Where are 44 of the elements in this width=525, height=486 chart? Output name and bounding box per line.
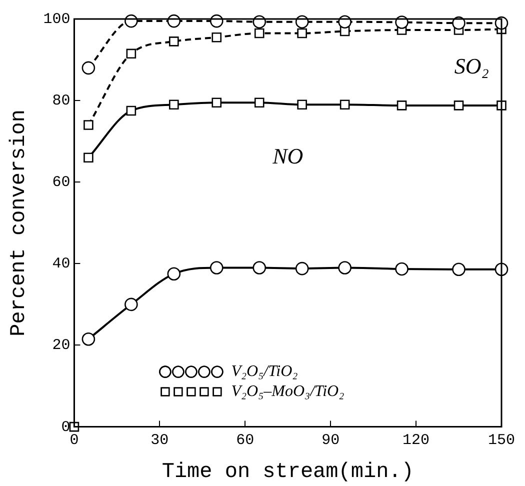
point: [396, 100, 407, 110]
x-axis-title: Time on stream(min.): [162, 460, 414, 484]
point: [169, 100, 179, 110]
point: [254, 28, 264, 38]
annotation: SO₂: [454, 54, 490, 79]
point: [338, 261, 352, 274]
point: [212, 32, 222, 42]
point: [496, 100, 506, 110]
point: [212, 98, 222, 108]
point: [84, 152, 94, 163]
x-tick-label: 150: [488, 432, 516, 449]
x-tick-label: 30: [150, 432, 169, 449]
x-tick-label: 120: [402, 432, 430, 449]
point: [84, 120, 94, 130]
point: [295, 262, 309, 276]
point: [82, 332, 96, 346]
point: [254, 98, 264, 108]
y-tick-label: 60: [52, 174, 70, 192]
y-tick-label: 40: [52, 256, 70, 273]
annotation: NO: [272, 143, 304, 168]
point: [82, 61, 96, 75]
point: [297, 28, 307, 38]
y-tick-label: 20: [52, 337, 70, 354]
point: [126, 48, 136, 59]
point: [252, 261, 266, 274]
point: [452, 16, 466, 30]
point: [126, 106, 136, 116]
y-tick-label: 0: [61, 418, 70, 436]
x-tick-label: 60: [236, 432, 254, 449]
point: [340, 100, 350, 110]
point: [124, 298, 138, 312]
point: [210, 261, 224, 274]
point: [297, 100, 307, 110]
point: [452, 262, 466, 276]
point: [167, 267, 181, 281]
y-tick-label: 100: [43, 10, 70, 28]
y-tick-label: 80: [52, 92, 70, 110]
point: [454, 100, 464, 110]
legend-label: V₂O₅–MoO₃/TiO₂: [231, 383, 345, 400]
y-axis-title: Percent conversion: [8, 109, 32, 336]
point: [395, 262, 408, 276]
x-tick-label: 90: [322, 432, 340, 449]
legend-label: V₂O₅/TiO₂: [231, 363, 298, 380]
point: [169, 36, 179, 46]
